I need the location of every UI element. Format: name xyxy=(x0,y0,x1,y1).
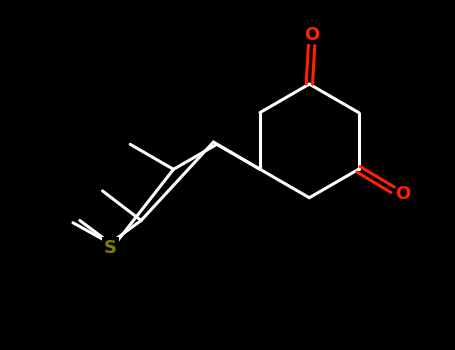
Text: S: S xyxy=(104,239,117,257)
Text: O: O xyxy=(395,185,410,203)
Text: O: O xyxy=(304,27,319,44)
